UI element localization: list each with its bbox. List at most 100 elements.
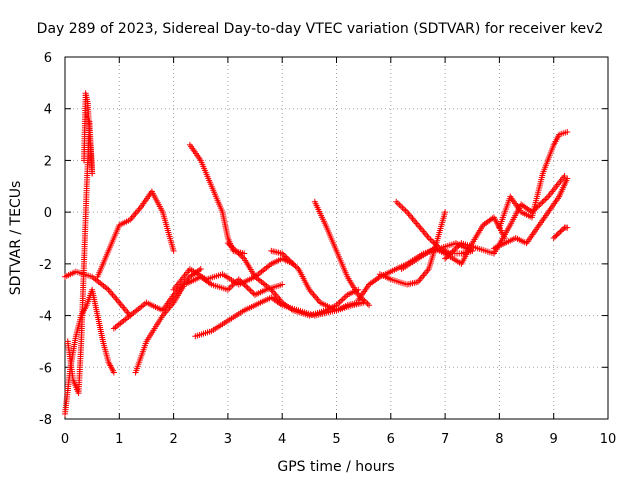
axis-ticks: 0 1 2 3 4 5 6 7 8 9 10 -8 -6 -4 -2 0 2 4 6 <box>39 51 616 447</box>
x-axis-label: GPS time / hours <box>277 459 394 475</box>
plus-marker <box>291 261 298 268</box>
plus-marker <box>399 204 406 211</box>
plus-marker <box>561 172 568 179</box>
plus-marker <box>539 199 546 206</box>
plus-marker <box>542 196 549 203</box>
plus-marker <box>394 200 401 207</box>
y-tick-label: 6 <box>44 51 52 66</box>
plus-marker <box>448 250 455 257</box>
series-track-13 <box>311 198 373 309</box>
series-track-20 <box>496 128 571 231</box>
x-tick-label: 2 <box>169 432 177 447</box>
plus-marker <box>294 264 301 271</box>
plus-marker <box>446 251 453 258</box>
plus-marker <box>557 228 564 235</box>
plus-marker <box>540 197 547 204</box>
x-tick-label: 5 <box>332 432 340 447</box>
plus-marker <box>442 209 449 216</box>
x-tick-label: 9 <box>550 432 558 447</box>
plus-marker <box>450 247 457 254</box>
plus-marker <box>285 256 292 263</box>
plus-marker <box>236 251 243 258</box>
plus-marker <box>445 252 452 259</box>
series-track-21 <box>550 224 571 241</box>
plus-marker <box>282 253 289 260</box>
plus-marker <box>235 250 242 257</box>
plus-marker <box>564 175 571 182</box>
plus-marker <box>286 257 293 264</box>
plus-marker <box>283 254 290 261</box>
plus-marker <box>443 254 450 261</box>
plus-marker <box>339 296 346 303</box>
plus-marker <box>558 227 565 234</box>
plus-marker <box>224 240 231 247</box>
plus-marker <box>453 244 460 251</box>
plus-marker <box>338 297 345 304</box>
plus-marker <box>560 225 567 232</box>
plus-marker <box>397 203 404 210</box>
plus-marker <box>341 294 348 301</box>
y-tick-label: 4 <box>44 103 52 118</box>
y-tick-label: -8 <box>39 413 52 428</box>
plus-marker <box>543 195 550 202</box>
series-track-11 <box>170 255 297 293</box>
x-tick-label: 1 <box>115 432 123 447</box>
grid-lines <box>65 57 608 419</box>
plus-marker <box>227 242 234 249</box>
plus-marker <box>452 245 459 252</box>
plus-marker <box>556 229 563 236</box>
series-track-4 <box>94 188 177 280</box>
series-track-6 <box>110 266 204 332</box>
series-track-8 <box>186 141 248 257</box>
series-track-12 <box>268 247 362 314</box>
plus-marker <box>279 281 286 288</box>
plus-marker <box>564 224 571 231</box>
plus-marker <box>292 263 299 270</box>
x-tick-label: 10 <box>600 432 617 447</box>
x-tick-label: 8 <box>495 432 503 447</box>
series-track-19 <box>490 175 571 252</box>
plus-marker <box>197 266 204 273</box>
plus-marker <box>552 233 559 240</box>
plus-marker <box>89 170 96 177</box>
plus-marker <box>393 198 400 205</box>
plus-marker <box>246 286 253 293</box>
plus-marker <box>250 290 257 297</box>
data-points <box>62 90 571 417</box>
plus-marker <box>243 283 250 290</box>
plus-marker <box>235 276 242 283</box>
plus-marker <box>226 241 233 248</box>
plus-marker <box>110 369 117 376</box>
plus-marker <box>537 200 544 207</box>
x-tick-label: 3 <box>224 432 232 447</box>
plus-marker <box>230 245 237 252</box>
plus-marker <box>550 235 557 241</box>
chart-title: Day 289 of 2023, Sidereal Day-to-day VTE… <box>37 21 604 37</box>
plus-marker <box>366 302 373 309</box>
series-track-16 <box>376 209 449 288</box>
x-tick-label: 4 <box>278 432 286 447</box>
series-track-7 <box>132 273 286 376</box>
x-tick-label: 0 <box>61 432 69 447</box>
plus-marker <box>232 247 239 254</box>
plus-marker <box>244 284 251 291</box>
plus-marker <box>228 283 235 290</box>
y-tick-label: -4 <box>39 310 52 325</box>
plus-marker <box>226 285 233 292</box>
plus-marker <box>455 242 462 249</box>
plus-marker <box>170 247 177 254</box>
plus-marker <box>288 258 295 265</box>
plus-marker <box>449 248 456 255</box>
plus-marker <box>396 201 403 208</box>
plus-marker <box>336 299 343 306</box>
y-tick-label: -6 <box>39 361 52 376</box>
x-tick-label: 6 <box>387 432 395 447</box>
plus-marker <box>554 231 561 238</box>
plus-marker <box>364 300 371 307</box>
y-tick-label: -2 <box>39 258 52 273</box>
plus-marker <box>229 244 236 251</box>
plus-marker <box>289 260 296 267</box>
plus-marker <box>238 252 245 259</box>
plus-marker <box>564 128 571 135</box>
